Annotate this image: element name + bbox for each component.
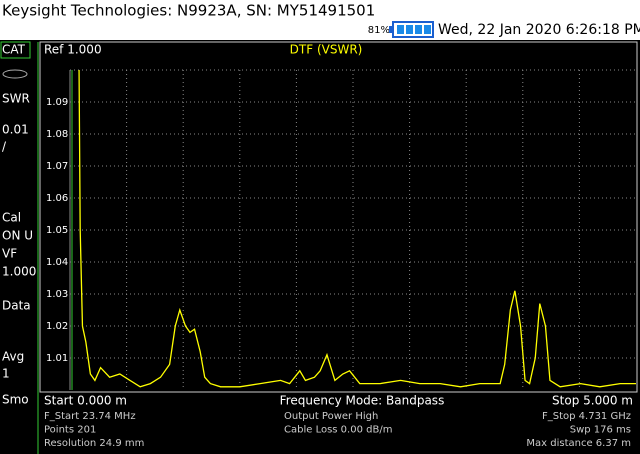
- footer-info: Output Power High: [284, 411, 378, 422]
- y-tick-label: 1.03: [46, 289, 68, 300]
- sidebar-label: Smo: [2, 393, 29, 407]
- plot-frame: [39, 41, 638, 393]
- sidebar-label: Cal: [2, 211, 21, 225]
- y-tick-label: 1.07: [46, 161, 68, 172]
- sidebar-label: ON U: [2, 229, 33, 243]
- sidebar-label: 1: [2, 367, 10, 381]
- instrument-title: Keysight Technologies: N9923A, SN: MY514…: [2, 2, 375, 20]
- sidebar-label: CAT: [2, 43, 26, 57]
- battery-level: 81%: [368, 25, 390, 36]
- footer-info: Resolution 24.9 mm: [44, 438, 144, 449]
- footer-info: F_Start 23.74 MHz: [44, 411, 136, 422]
- status-bar: [0, 0, 640, 40]
- stop-distance: Stop 5.000 m: [552, 394, 633, 408]
- y-tick-label: 1.06: [46, 193, 68, 204]
- sidebar-label: Data: [2, 299, 31, 313]
- cat-box[interactable]: [0, 41, 31, 59]
- chart-title: DTF (VSWR): [290, 43, 363, 57]
- trace: [78, 70, 636, 388]
- sidebar-label: VF: [2, 247, 17, 261]
- sweep-icon: [2, 69, 28, 79]
- start-distance: Start 0.000 m: [44, 394, 127, 408]
- date-time: Wed, 22 Jan 2020 6:26:18 PM: [438, 22, 640, 38]
- sidebar-label: Avg: [2, 350, 24, 364]
- frequency-mode: Frequency Mode: Bandpass: [280, 394, 445, 408]
- y-tick-label: 1.09: [46, 97, 68, 108]
- y-tick-label: 1.05: [46, 225, 68, 236]
- y-tick-label: 1.04: [46, 257, 68, 268]
- footer-info: F_Stop 4.731 GHz: [542, 411, 631, 422]
- sidebar-label: 0.01: [2, 123, 29, 137]
- y-tick-label: 1.01: [46, 353, 68, 364]
- sidebar-label: SWR: [2, 92, 30, 106]
- sidebar-label: /: [2, 140, 7, 154]
- footer-info: Swp 176 ms: [570, 425, 631, 436]
- sidebar-label: 1.000: [2, 265, 36, 279]
- y-tick-label: 1.02: [46, 321, 68, 332]
- ref-level: Ref 1.000: [44, 43, 102, 57]
- footer-info: Cable Loss 0.00 dB/m: [284, 425, 392, 436]
- battery-icon: [389, 21, 434, 38]
- y-tick-label: 1.08: [46, 129, 68, 140]
- footer-info: Max distance 6.37 m: [526, 438, 631, 449]
- footer-info: Points 201: [44, 425, 96, 436]
